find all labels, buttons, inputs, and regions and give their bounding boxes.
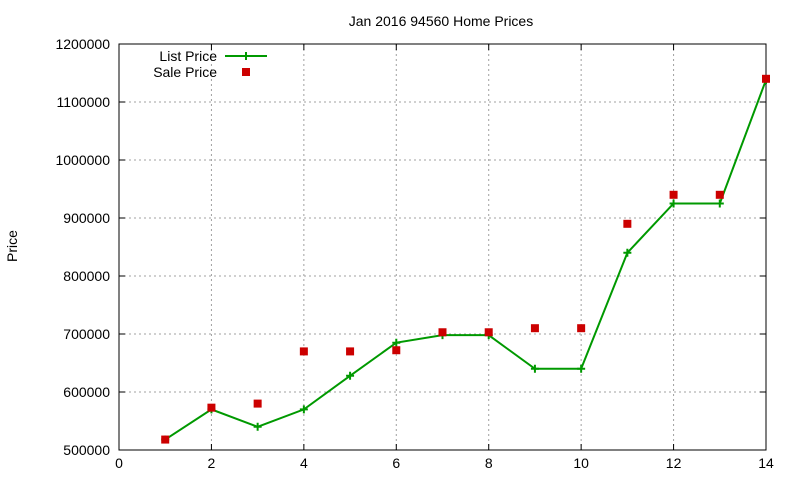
list-price-point (299, 405, 308, 414)
y-tick-label: 1000000 (55, 152, 110, 168)
x-axis-ticks: 0 2 4 6 8 10 12 14 (115, 44, 774, 471)
list-price-point (392, 338, 401, 347)
y-tick-label: 700000 (63, 326, 110, 342)
list-price-point (715, 199, 724, 208)
y-tick-label: 500000 (63, 442, 110, 458)
x-tick-label: 12 (666, 455, 682, 471)
legend-square-marker (242, 68, 250, 76)
list-price-point (530, 364, 539, 373)
series-0 (161, 75, 770, 444)
y-axis-label: Price (4, 230, 20, 262)
list-price-point (346, 371, 355, 380)
list-price-point (577, 364, 586, 373)
sale-price-point (438, 328, 447, 337)
plot-frame (118, 43, 767, 451)
sale-price-point (623, 219, 632, 228)
x-tick-label: 0 (115, 455, 123, 471)
series-1 (161, 74, 770, 444)
grid-lines (119, 44, 766, 450)
sale-price-point (346, 347, 355, 356)
sale-price-point (669, 190, 678, 199)
legend-label: Sale Price (153, 64, 217, 80)
y-tick-label: 800000 (63, 268, 110, 284)
y-tick-label: 1200000 (55, 36, 110, 52)
sale-price-point (484, 328, 493, 337)
x-tick-label: 10 (573, 455, 589, 471)
x-tick-label: 8 (485, 455, 493, 471)
data-series (161, 74, 770, 444)
sale-price-point (299, 347, 308, 356)
sale-price-point (530, 324, 539, 333)
list-price-point (623, 248, 632, 257)
sale-price-point (392, 346, 401, 355)
chart-title: Jan 2016 94560 Home Prices (349, 13, 533, 29)
legend-plus-marker (242, 52, 250, 60)
y-tick-label: 600000 (63, 384, 110, 400)
sale-price-point (762, 74, 770, 83)
x-tick-label: 14 (758, 455, 774, 471)
x-tick-label: 4 (300, 455, 308, 471)
sale-price-point (207, 403, 216, 412)
y-tick-label: 900000 (63, 210, 110, 226)
list-price-line (164, 79, 767, 441)
sale-price-point (161, 435, 170, 444)
list-price-point (669, 199, 678, 208)
x-tick-label: 2 (208, 455, 216, 471)
plot-border (118, 43, 767, 451)
sale-price-point (715, 190, 724, 199)
list-price-point (253, 422, 262, 431)
y-axis-ticks: 500000 600000 700000 800000 900000 1000000 110… (55, 36, 766, 458)
sale-price-point (577, 324, 586, 333)
legend-label: List Price (159, 48, 217, 64)
sale-price-point (253, 399, 262, 408)
y-tick-label: 1100000 (57, 94, 111, 110)
x-tick-label: 6 (392, 455, 400, 471)
